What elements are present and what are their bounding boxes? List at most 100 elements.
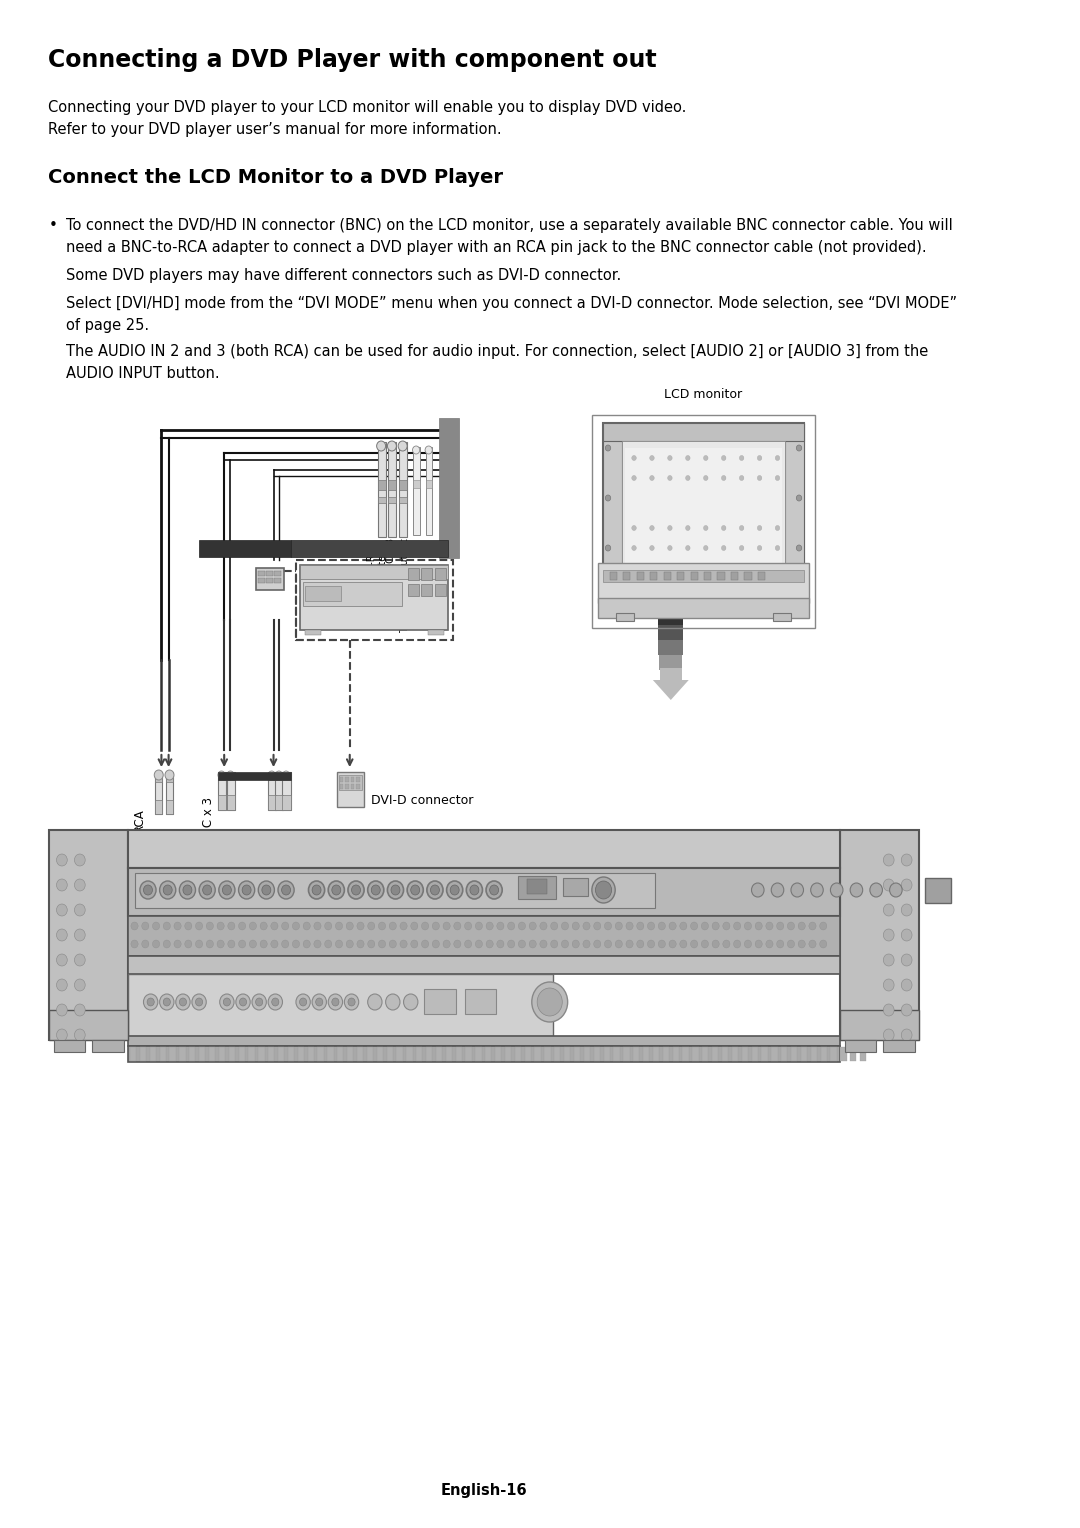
Circle shape: [798, 921, 806, 931]
Circle shape: [336, 940, 342, 947]
Circle shape: [227, 772, 234, 779]
Bar: [387, 1047, 393, 1060]
Circle shape: [309, 882, 325, 898]
Circle shape: [777, 921, 784, 931]
Circle shape: [260, 940, 267, 947]
Circle shape: [809, 940, 816, 947]
Circle shape: [537, 989, 563, 1016]
Bar: [424, 989, 456, 1015]
Circle shape: [421, 940, 429, 947]
Circle shape: [752, 883, 764, 897]
Bar: [414, 480, 420, 487]
Bar: [504, 1047, 511, 1060]
Bar: [156, 772, 162, 814]
Bar: [771, 1047, 778, 1060]
Text: To audio left output: To audio left output: [401, 538, 410, 633]
Circle shape: [141, 921, 149, 931]
Text: To DVD Component video output: To DVD Component video output: [284, 542, 455, 553]
Circle shape: [777, 940, 784, 947]
Circle shape: [703, 475, 708, 480]
Circle shape: [518, 940, 526, 947]
Circle shape: [679, 921, 687, 931]
Circle shape: [351, 885, 361, 895]
Circle shape: [486, 940, 494, 947]
Circle shape: [328, 882, 345, 898]
Circle shape: [809, 921, 816, 931]
Circle shape: [314, 940, 321, 947]
Bar: [791, 1047, 797, 1060]
Circle shape: [443, 921, 450, 931]
Bar: [377, 1047, 383, 1060]
Bar: [337, 1047, 343, 1060]
Bar: [840, 1010, 919, 1041]
Circle shape: [163, 998, 171, 1005]
Text: Some DVD players may have different connectors such as DVI-D connector.: Some DVD players may have different conn…: [66, 267, 622, 283]
Bar: [160, 1047, 166, 1060]
Circle shape: [421, 921, 429, 931]
Bar: [573, 1047, 580, 1060]
Bar: [135, 872, 654, 908]
Circle shape: [721, 475, 726, 480]
Bar: [495, 1047, 501, 1060]
Circle shape: [744, 940, 752, 947]
Circle shape: [744, 921, 752, 931]
Circle shape: [282, 921, 288, 931]
Circle shape: [820, 940, 827, 947]
Circle shape: [332, 998, 339, 1005]
Bar: [731, 571, 738, 581]
Circle shape: [475, 940, 483, 947]
Circle shape: [183, 885, 192, 895]
Bar: [663, 1047, 669, 1060]
Bar: [564, 1047, 570, 1060]
Circle shape: [293, 921, 299, 931]
Circle shape: [757, 526, 761, 530]
Circle shape: [733, 921, 741, 931]
Bar: [414, 448, 420, 535]
Bar: [166, 801, 173, 814]
Bar: [603, 423, 805, 442]
Circle shape: [348, 998, 355, 1005]
Circle shape: [249, 940, 256, 947]
Circle shape: [195, 921, 203, 931]
Circle shape: [75, 879, 85, 891]
Circle shape: [400, 940, 407, 947]
Bar: [227, 795, 235, 810]
Circle shape: [160, 882, 176, 898]
Circle shape: [447, 882, 462, 898]
Circle shape: [219, 995, 234, 1010]
Bar: [179, 1047, 186, 1060]
Circle shape: [890, 883, 902, 897]
Bar: [129, 957, 840, 973]
Circle shape: [278, 882, 294, 898]
Bar: [166, 772, 173, 814]
Bar: [840, 1047, 847, 1060]
Circle shape: [701, 921, 708, 931]
Bar: [761, 1047, 768, 1060]
Circle shape: [518, 921, 526, 931]
Circle shape: [176, 995, 190, 1010]
Circle shape: [332, 885, 341, 895]
Bar: [150, 1047, 156, 1060]
Bar: [623, 1047, 630, 1060]
Circle shape: [796, 495, 801, 501]
Circle shape: [391, 885, 400, 895]
Circle shape: [242, 885, 251, 895]
Circle shape: [141, 940, 149, 947]
Circle shape: [605, 921, 611, 931]
Bar: [416, 1047, 422, 1060]
Circle shape: [648, 940, 654, 947]
Circle shape: [336, 921, 342, 931]
Bar: [218, 772, 292, 779]
Circle shape: [388, 882, 404, 898]
Circle shape: [883, 854, 894, 866]
Bar: [239, 1047, 245, 1060]
Bar: [744, 571, 752, 581]
Bar: [356, 1047, 363, 1060]
Circle shape: [669, 940, 676, 947]
Bar: [258, 578, 265, 584]
Circle shape: [235, 995, 251, 1010]
Circle shape: [632, 545, 636, 550]
Circle shape: [869, 883, 882, 897]
Bar: [129, 1047, 840, 1062]
Circle shape: [883, 905, 894, 915]
